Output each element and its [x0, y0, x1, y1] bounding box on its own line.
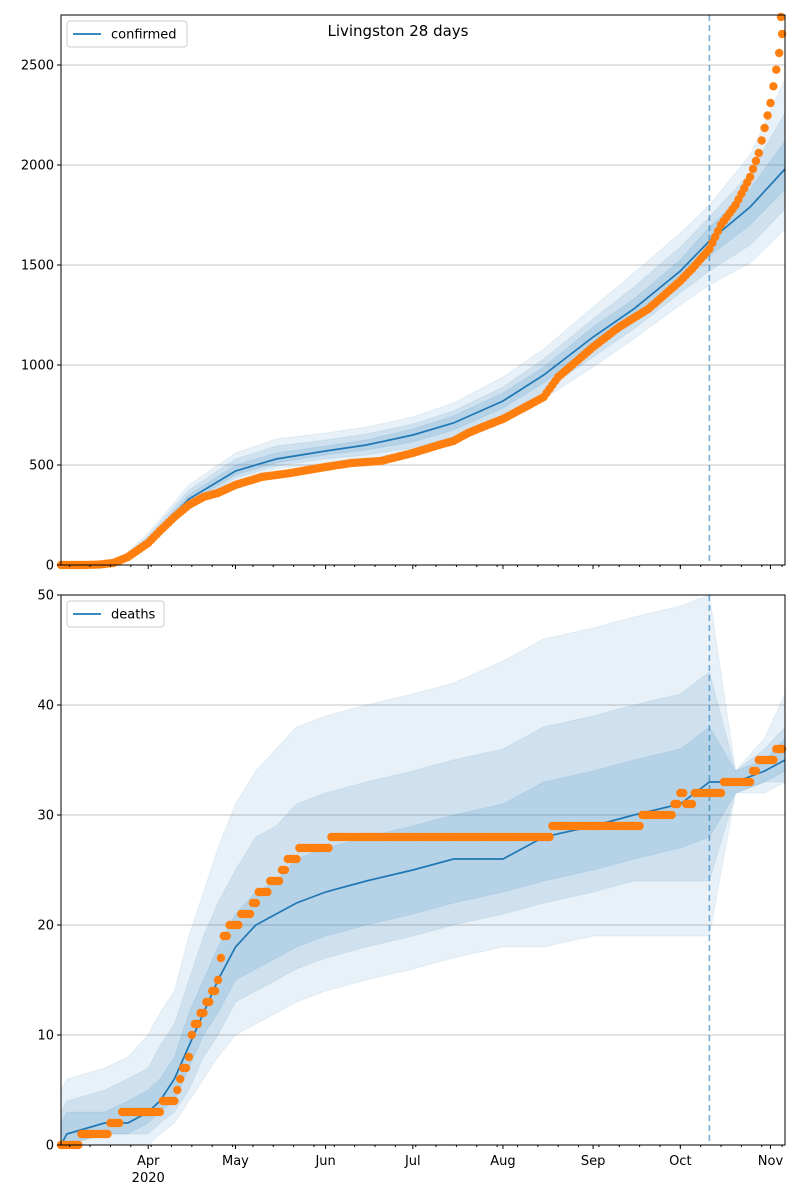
- y-tick-label: 2000: [21, 159, 54, 174]
- observed-point: [324, 843, 333, 853]
- legend-label-deaths: deaths: [111, 608, 156, 623]
- y-tick-label: 10: [37, 1029, 54, 1044]
- observed-points: [56, 744, 787, 1150]
- observed-point: [751, 156, 761, 166]
- observed-point: [292, 854, 301, 864]
- x-tick-label: Jun: [314, 1154, 335, 1169]
- observed-point: [716, 788, 726, 798]
- y-axis-ticks: 0 10 20 30 40 50: [37, 589, 61, 1154]
- y-tick-label: 30: [37, 809, 54, 824]
- deaths-chart-panel: 0 10 20 30 40 50 Apr 2020 May Jun Jul Aug Sep Oct Nov…: [37, 589, 787, 1186]
- grid-lines: [61, 64, 785, 466]
- observed-point: [199, 1008, 208, 1018]
- observed-point: [745, 777, 755, 787]
- x-axis-ticks: Apr 2020 May Jun Jul Aug Sep Oct Nov: [69, 1145, 784, 1186]
- observed-point: [263, 887, 272, 897]
- axes-frame: [60, 594, 786, 1146]
- observed-point: [115, 1118, 124, 1128]
- x-tick-label: Oct: [669, 1154, 691, 1169]
- observed-point: [776, 12, 786, 22]
- y-axis-ticks: 0 500 1000 1500 2000 2500: [21, 59, 61, 574]
- observed-point: [205, 997, 214, 1007]
- observed-point: [545, 832, 554, 842]
- chart-title: Livingston 28 days: [327, 22, 468, 40]
- observed-point: [751, 766, 761, 776]
- x-tick-label: Sep: [581, 1154, 606, 1169]
- observed-point: [213, 975, 223, 985]
- x-tick-sublabel: 2020: [132, 1171, 165, 1186]
- observed-point: [173, 1085, 182, 1095]
- observed-point: [673, 799, 682, 809]
- observed-point: [176, 1074, 185, 1084]
- observed-point: [170, 1096, 179, 1106]
- y-tick-label: 50: [37, 589, 54, 604]
- observed-point: [155, 1107, 165, 1117]
- legend-box: [66, 20, 188, 48]
- observed-points: [56, 12, 787, 570]
- y-tick-label: 20: [37, 919, 54, 934]
- observed-point: [193, 1019, 202, 1029]
- x-axis-ticks: [69, 565, 783, 569]
- observed-point: [748, 164, 758, 174]
- y-tick-label: 0: [46, 559, 54, 574]
- observed-point: [187, 1030, 196, 1040]
- observed-point: [679, 788, 688, 798]
- observed-point: [769, 82, 778, 91]
- legend: confirmed: [66, 20, 188, 48]
- observed-point: [776, 744, 786, 754]
- observed-point: [777, 29, 787, 39]
- observed-point: [210, 986, 220, 996]
- observed-point: [687, 799, 697, 809]
- observed-point: [769, 755, 778, 765]
- observed-point: [757, 136, 766, 145]
- x-tick-label: Nov: [758, 1154, 784, 1169]
- observed-point: [667, 810, 676, 820]
- observed-point: [754, 148, 763, 158]
- y-tick-label: 0: [46, 1139, 54, 1154]
- observed-point: [766, 98, 775, 108]
- observed-point: [763, 111, 772, 120]
- y-tick-label: 1000: [21, 359, 54, 374]
- y-tick-label: 40: [37, 699, 54, 714]
- observed-point: [274, 876, 284, 886]
- y-tick-label: 2500: [21, 59, 54, 74]
- x-tick-label: Jul: [404, 1154, 421, 1169]
- observed-point: [635, 821, 644, 831]
- legend-box: [66, 600, 165, 628]
- x-tick-label: Aug: [490, 1154, 515, 1169]
- x-tick-label: May: [222, 1154, 249, 1169]
- observed-point: [234, 920, 243, 930]
- observed-point: [216, 953, 226, 963]
- observed-point: [245, 909, 255, 919]
- observed-point: [222, 931, 231, 941]
- observed-point: [251, 898, 260, 908]
- legend-label-confirmed: confirmed: [111, 28, 177, 43]
- observed-point: [280, 865, 290, 875]
- y-tick-label: 500: [29, 459, 54, 474]
- legend: deaths: [66, 600, 165, 628]
- observed-point: [772, 65, 781, 74]
- observed-point: [775, 48, 784, 58]
- observed-point: [184, 1052, 194, 1062]
- observed-point: [181, 1063, 191, 1073]
- axes-frame: [60, 14, 786, 566]
- confirmed-chart-panel: 0 500 1000 1500 2000 2500 confirmed Livingsto…: [21, 12, 787, 574]
- observed-point: [103, 1129, 112, 1139]
- observed-point: [760, 123, 769, 133]
- y-tick-label: 1500: [21, 259, 54, 274]
- observed-point: [745, 172, 755, 182]
- x-tick-label: Apr: [137, 1154, 160, 1169]
